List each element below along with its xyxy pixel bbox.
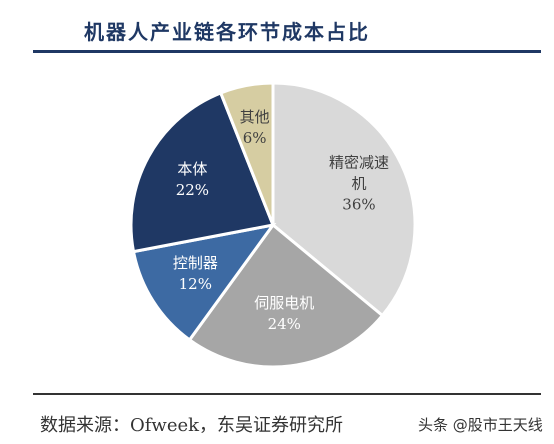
title-rule (33, 50, 541, 53)
source-rule (33, 393, 541, 395)
slice-label-0-line-1: 机 (351, 175, 366, 193)
pie-slice-2 (131, 222, 277, 342)
slice-value-4: 6% (243, 129, 267, 147)
slice-label-group-4: 其他 6% (240, 108, 270, 147)
slice-label-1-line-0: 伺服电机 (254, 294, 314, 312)
slice-value-2: 12% (179, 275, 212, 293)
pie-slice-4 (218, 81, 275, 226)
watermark: 头条 @股市王天线 (418, 416, 543, 434)
slice-label-group-1: 伺服电机 24% (254, 294, 314, 333)
slice-value-0: 36% (342, 196, 375, 214)
slice-label-0-line-0: 精密减速 (329, 154, 389, 172)
slice-label-group-3: 本体 22% (176, 160, 209, 199)
slice-value-3: 22% (176, 181, 209, 199)
pie-slice-1 (187, 222, 385, 369)
chart-title: 机器人产业链各环节成本占比 (84, 20, 370, 44)
slice-label-4-line-0: 其他 (240, 108, 270, 126)
source-note: 数据来源：Ofweek，东吴证券研究所 (40, 415, 344, 436)
slice-label-group-2: 控制器 12% (173, 254, 218, 293)
pie-slice-0 (271, 81, 417, 318)
slice-value-1: 24% (268, 315, 301, 333)
slice-label-3-line-0: 本体 (177, 160, 207, 178)
slice-label-2-line-0: 控制器 (173, 254, 218, 272)
pie-slice-3 (129, 91, 276, 254)
